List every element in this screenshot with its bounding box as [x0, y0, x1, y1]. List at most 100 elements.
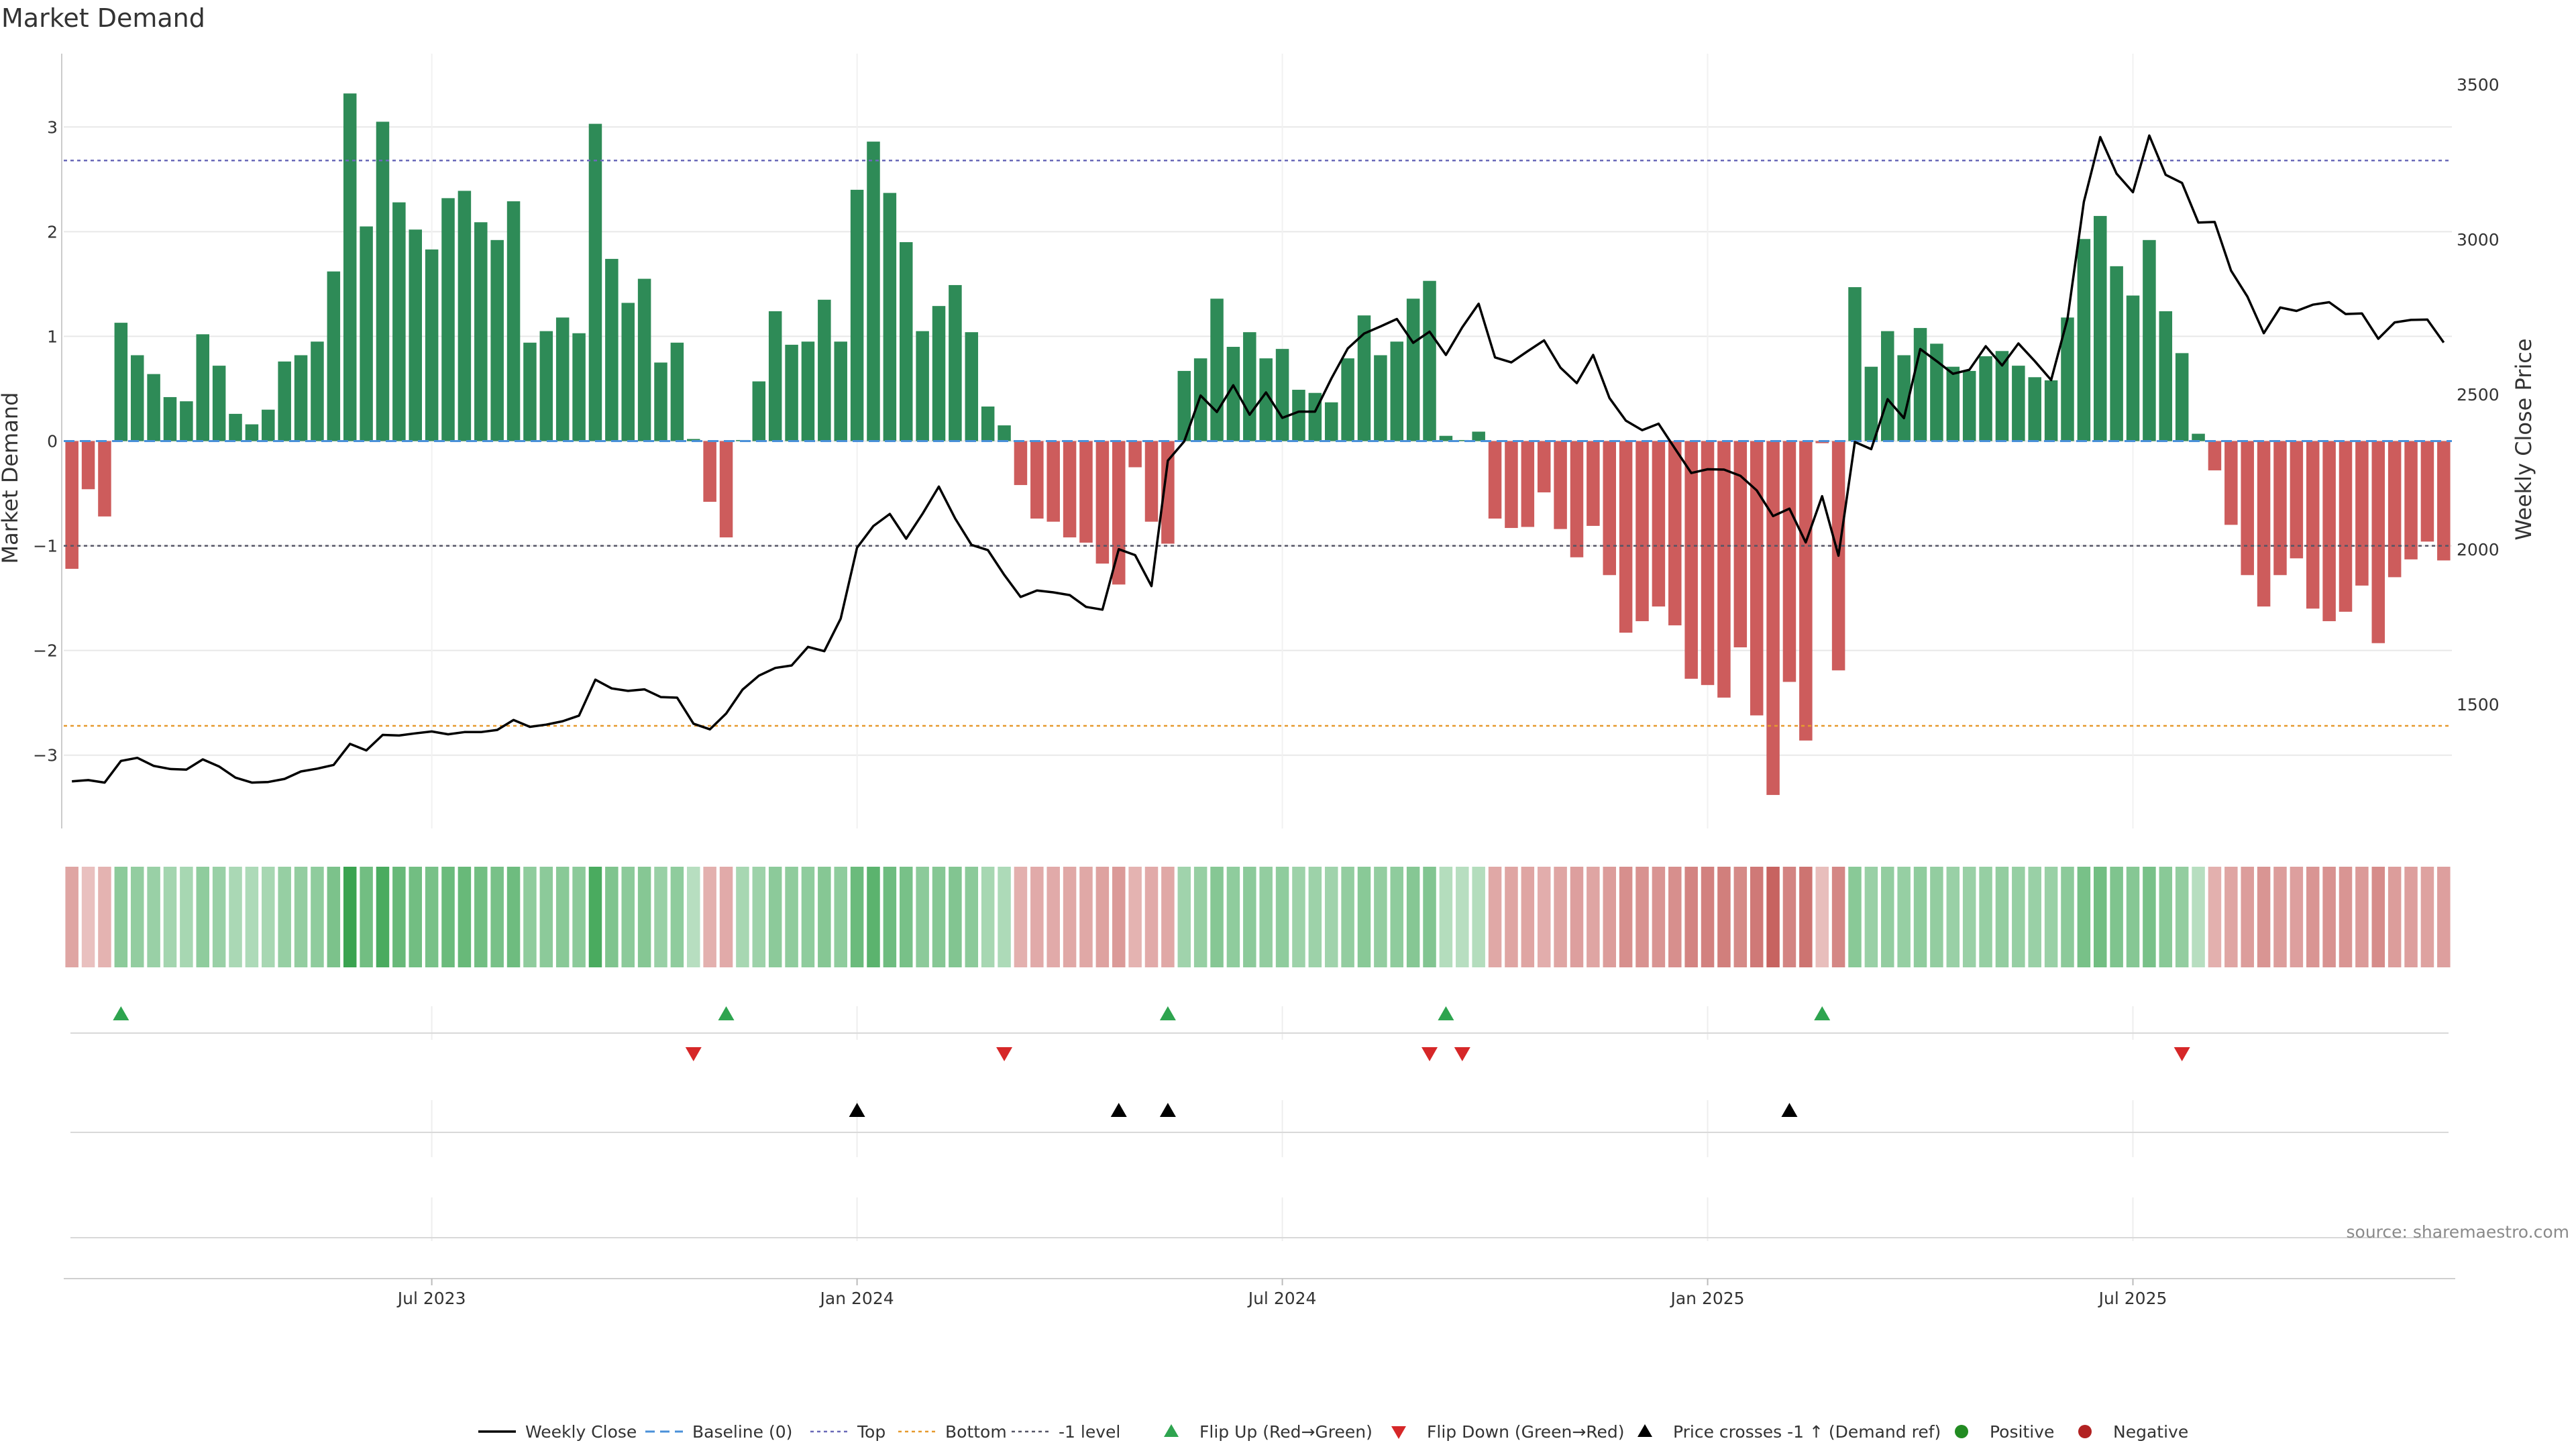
- left-tick-label: −2: [33, 641, 58, 661]
- heat-cell: [1587, 867, 1600, 967]
- right-tick-label: 2500: [2457, 385, 2500, 405]
- heat-cell: [229, 867, 242, 967]
- price-cross-marker: [1781, 1103, 1798, 1117]
- heat-cell: [311, 867, 324, 967]
- heat-cell: [2110, 867, 2123, 967]
- heat-cell: [1406, 867, 1420, 967]
- demand-bar-negative: [2322, 441, 2336, 621]
- demand-bar-negative: [1570, 441, 1584, 557]
- heat-cell: [1684, 867, 1698, 967]
- heat-cell: [506, 867, 521, 967]
- heat-cell: [768, 867, 782, 967]
- heat-cell: [1390, 867, 1404, 967]
- legend-swatch-flip-up: [1164, 1424, 1179, 1437]
- heat-cell: [605, 867, 619, 967]
- heat-cell: [1603, 867, 1616, 967]
- heat-cell: [2126, 867, 2140, 967]
- heat-cell: [1766, 867, 1780, 967]
- legend-swatch-negative: [2078, 1425, 2092, 1438]
- demand-bar-positive: [1259, 358, 1273, 441]
- demand-bar-positive: [1456, 439, 1469, 441]
- flip-down-marker: [685, 1047, 702, 1061]
- demand-bar-positive: [360, 226, 373, 441]
- flip-down-marker: [996, 1047, 1013, 1061]
- heat-cell: [1733, 867, 1748, 967]
- legend: Weekly Close Baseline (0) Top Bottom -1 leve…: [478, 1422, 2188, 1442]
- heat-cell: [752, 867, 766, 967]
- demand-bar-positive: [981, 406, 995, 441]
- heat-cell: [785, 867, 798, 967]
- heat-cell: [1259, 867, 1273, 967]
- demand-bar-positive: [1962, 370, 1976, 441]
- heat-cell: [1046, 867, 1060, 967]
- demand-bar-negative: [1717, 441, 1731, 698]
- demand-bar-positive: [752, 381, 766, 441]
- demand-bar-positive: [2192, 433, 2205, 441]
- demand-bar-positive: [1275, 349, 1289, 441]
- demand-bar-positive: [605, 258, 619, 441]
- heat-cell: [2322, 867, 2336, 967]
- demand-bar-positive: [1177, 370, 1191, 441]
- heat-cell: [637, 867, 651, 967]
- demand-bar-negative: [1635, 441, 1649, 621]
- heat-cell: [1668, 867, 1682, 967]
- demand-bar-negative: [1815, 441, 1829, 443]
- demand-bar-negative: [1063, 441, 1077, 538]
- flip-up-marker: [113, 1006, 129, 1020]
- heat-cell: [2012, 867, 2025, 967]
- heat-cell: [1275, 867, 1289, 967]
- heat-cell: [523, 867, 537, 967]
- heat-cell: [834, 867, 847, 967]
- legend-label-bottom: Bottom: [945, 1422, 1007, 1442]
- demand-bar-positive: [801, 341, 815, 441]
- demand-bar-positive: [2175, 353, 2189, 441]
- demand-bar-negative: [1521, 441, 1535, 527]
- demand-bar-negative: [1554, 441, 1567, 529]
- heat-cell: [719, 867, 733, 967]
- demand-bar-positive: [245, 424, 259, 441]
- demand-bar-negative: [2224, 441, 2238, 525]
- demand-bar-positive: [294, 355, 308, 441]
- demand-bar-positive: [425, 249, 439, 441]
- demand-bar-positive: [1406, 299, 1420, 441]
- right-tick-label: 3500: [2457, 75, 2500, 95]
- right-tick-label: 1500: [2457, 695, 2500, 714]
- demand-bar-negative: [2208, 441, 2222, 471]
- demand-bar-positive: [2110, 266, 2123, 441]
- demand-bar-positive: [900, 241, 913, 441]
- heat-cell: [278, 867, 291, 967]
- demand-bar-positive: [196, 334, 210, 441]
- heat-cell: [818, 867, 831, 967]
- demand-bar-positive: [2028, 377, 2041, 441]
- demand-bar-positive: [1292, 390, 1305, 441]
- demand-bar-negative: [81, 441, 95, 490]
- heat-cell: [1357, 867, 1371, 967]
- heat-cell: [1456, 867, 1469, 967]
- demand-bar-positive: [490, 239, 504, 441]
- heat-cell: [1030, 867, 1044, 967]
- left-tick-label: 3: [47, 117, 58, 137]
- demand-bar-positive: [229, 413, 242, 441]
- demand-bar-positive: [2012, 366, 2025, 441]
- left-tick-label: 2: [47, 222, 58, 241]
- heat-cell: [1210, 867, 1224, 967]
- demand-bar-negative: [1799, 441, 1813, 741]
- flip-down-marker: [1454, 1047, 1470, 1061]
- heat-cell: [572, 867, 586, 967]
- demand-bar-positive: [621, 303, 635, 441]
- demand-bar-negative: [2371, 441, 2385, 643]
- demand-bar-negative: [1046, 441, 1060, 522]
- demand-bar-positive: [1374, 355, 1387, 441]
- demand-bar-negative: [1733, 441, 1748, 647]
- heat-cell: [1112, 867, 1126, 967]
- heat-cell: [114, 867, 128, 967]
- demand-bar-negative: [1668, 441, 1682, 626]
- heat-cell: [1439, 867, 1453, 967]
- axes: 3 2 1 0 −1 −2 −3 3500 3000 2500 2000 1500 Market Dem…: [0, 54, 2536, 828]
- demand-bar-positive: [474, 222, 488, 441]
- price-cross-marker: [1110, 1103, 1127, 1117]
- demand-bar-positive: [2044, 380, 2058, 441]
- left-tick-label: 1: [47, 327, 58, 346]
- demand-bar-positive: [670, 342, 684, 441]
